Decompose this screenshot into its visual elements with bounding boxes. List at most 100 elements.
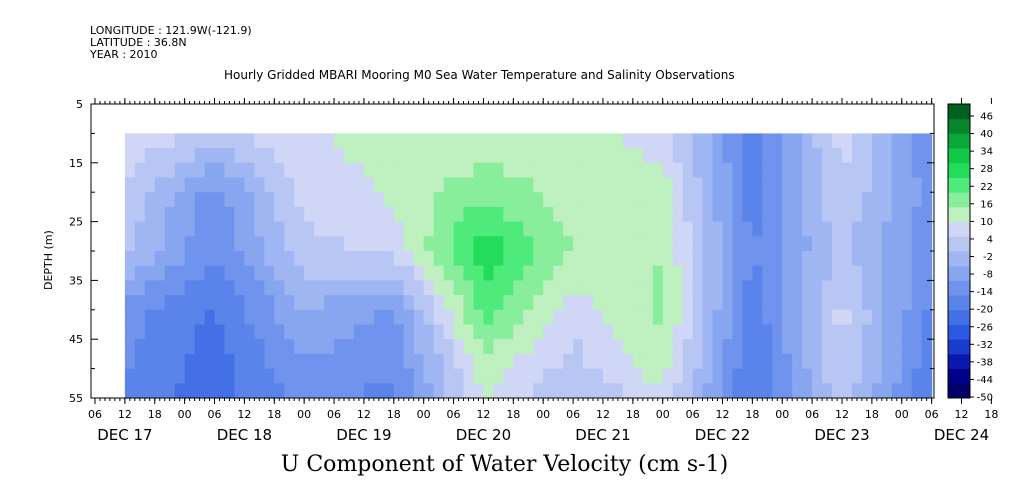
- heatmap-cell: [822, 383, 833, 398]
- heatmap-cell: [583, 206, 594, 223]
- heatmap-cell: [194, 192, 206, 208]
- heatmap-cell: [812, 368, 823, 384]
- heatmap-cell: [324, 251, 335, 267]
- heatmap-cell: [851, 309, 863, 326]
- heatmap-cell: [891, 221, 903, 237]
- heatmap-cell: [871, 265, 883, 281]
- heatmap-cell: [363, 236, 375, 252]
- heatmap-cell: [682, 206, 694, 223]
- heatmap-cell: [463, 280, 475, 296]
- heatmap-cell: [622, 148, 634, 164]
- heatmap-cell: [194, 162, 206, 179]
- x-tick-label: 00: [895, 408, 909, 421]
- heatmap-cell: [224, 148, 236, 164]
- heatmap-cell: [921, 133, 933, 149]
- heatmap-cell: [423, 148, 435, 164]
- y-axis-label: DEPTH (m): [42, 230, 55, 290]
- heatmap-cell: [463, 133, 475, 149]
- heatmap-cell: [334, 280, 345, 296]
- heatmap-cell: [722, 177, 734, 193]
- heatmap-cell: [174, 309, 186, 326]
- heatmap-cell: [423, 206, 435, 223]
- heatmap-cell: [593, 177, 604, 193]
- heatmap-cell: [214, 177, 226, 193]
- heatmap-cell: [194, 280, 206, 296]
- heatmap-cell: [264, 251, 275, 267]
- heatmap-cell: [543, 236, 554, 252]
- heatmap-cell: [194, 133, 206, 149]
- heatmap-cell: [144, 162, 156, 179]
- heatmap-cell: [383, 383, 395, 398]
- heatmap-cell: [702, 236, 714, 252]
- heatmap-cell: [702, 368, 714, 384]
- heatmap-cell: [742, 280, 753, 296]
- heatmap-cell: [692, 280, 704, 296]
- heatmap-cell: [204, 324, 216, 340]
- heatmap-cell: [911, 339, 923, 355]
- heatmap-cell: [393, 265, 405, 281]
- heatmap-cell: [573, 206, 584, 223]
- heatmap-cell: [891, 192, 903, 208]
- heatmap-field: [124, 133, 933, 398]
- heatmap-cell: [842, 265, 853, 281]
- heatmap-cell: [144, 324, 156, 340]
- heatmap-cell: [124, 251, 136, 267]
- heatmap-cell: [483, 133, 494, 149]
- heatmap-cell: [851, 251, 863, 267]
- heatmap-cell: [294, 133, 305, 149]
- heatmap-cell: [812, 236, 823, 252]
- heatmap-cell: [612, 148, 624, 164]
- heatmap-cell: [324, 148, 335, 164]
- heatmap-cell: [164, 368, 176, 384]
- heatmap-cell: [732, 133, 743, 149]
- heatmap-cell: [573, 162, 584, 179]
- heatmap-cell: [204, 309, 216, 326]
- heatmap-cell: [901, 133, 913, 149]
- heatmap-cell: [573, 309, 584, 326]
- heatmap-cell: [921, 324, 933, 340]
- heatmap-cell: [871, 206, 883, 223]
- heatmap-cell: [174, 221, 186, 237]
- heatmap-cell: [234, 280, 245, 296]
- heatmap-cell: [692, 177, 704, 193]
- heatmap-cell: [463, 383, 475, 398]
- heatmap-cell: [184, 265, 196, 281]
- heatmap-cell: [553, 177, 564, 193]
- heatmap-cell: [144, 339, 156, 355]
- heatmap-cell: [523, 265, 534, 281]
- heatmap-cell: [553, 265, 564, 281]
- heatmap-cell: [383, 309, 395, 326]
- heatmap-cell: [573, 148, 584, 164]
- heatmap-cell: [832, 236, 843, 252]
- heatmap-cell: [393, 206, 405, 223]
- heatmap-cell: [782, 280, 793, 296]
- heatmap-cell: [692, 192, 704, 208]
- heatmap-cell: [662, 206, 674, 223]
- heatmap-cell: [832, 295, 843, 311]
- heatmap-cell: [842, 368, 853, 384]
- heatmap-cell: [383, 206, 395, 223]
- heatmap-cell: [851, 162, 863, 179]
- heatmap-cell: [284, 192, 295, 208]
- heatmap-cell: [622, 280, 634, 296]
- heatmap-cell: [563, 236, 574, 252]
- heatmap-cell: [314, 206, 325, 223]
- heatmap-cell: [393, 383, 405, 398]
- heatmap-cell: [802, 280, 813, 296]
- heatmap-cell: [403, 353, 415, 370]
- heatmap-cell: [901, 383, 913, 398]
- colorbar-label: 10: [980, 217, 993, 228]
- heatmap-cell: [722, 265, 734, 281]
- heatmap-cell: [861, 221, 873, 237]
- heatmap-cell: [473, 353, 485, 370]
- heatmap-cell: [453, 295, 465, 311]
- heatmap-cell: [891, 177, 903, 193]
- heatmap-cell: [254, 251, 265, 267]
- heatmap-cell: [124, 265, 136, 281]
- heatmap-cell: [832, 383, 843, 398]
- heatmap-cell: [891, 162, 903, 179]
- heatmap-cell: [413, 192, 425, 208]
- heatmap-cell: [234, 192, 245, 208]
- heatmap-cell: [672, 177, 684, 193]
- heatmap-cell: [194, 236, 206, 252]
